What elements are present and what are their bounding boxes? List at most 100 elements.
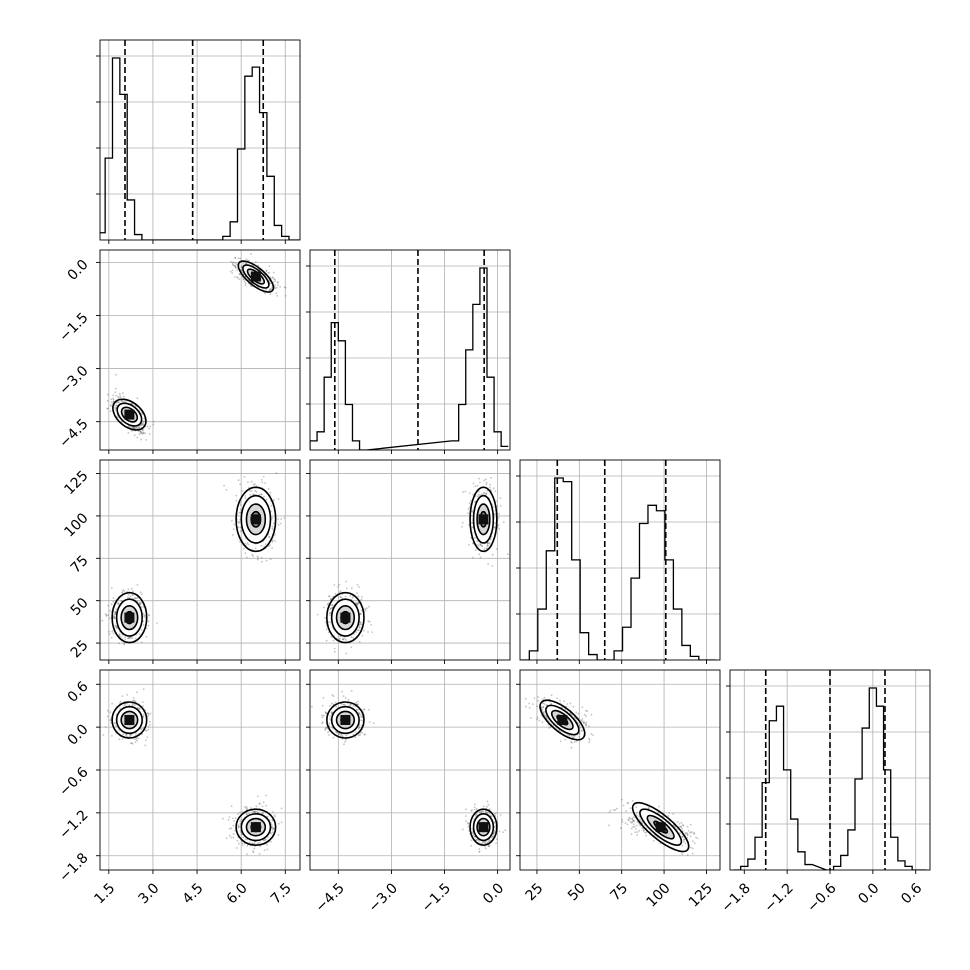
sample-point xyxy=(140,432,142,435)
sample-point xyxy=(559,740,562,743)
sample-point xyxy=(136,436,139,439)
sample-point xyxy=(237,277,239,279)
sample-point xyxy=(237,824,240,827)
sample-point xyxy=(339,590,342,592)
sample-point xyxy=(143,420,146,422)
sample-point xyxy=(227,818,230,821)
sample-point xyxy=(583,713,586,716)
sample-point xyxy=(321,722,323,725)
sample-point xyxy=(365,609,367,611)
sample-point xyxy=(575,740,578,743)
sample-point xyxy=(358,712,361,715)
sample-point xyxy=(236,520,239,523)
sample-point xyxy=(149,723,152,726)
sample-point xyxy=(266,815,268,818)
sample-point xyxy=(112,616,115,619)
sample-point xyxy=(332,736,335,739)
sample-point xyxy=(487,811,489,813)
sample-point xyxy=(121,738,124,740)
sample-point xyxy=(345,639,347,641)
sample-point xyxy=(342,695,345,697)
sample-point xyxy=(114,610,117,613)
sample-point xyxy=(127,637,129,640)
sample-point xyxy=(144,744,147,747)
sample-point xyxy=(116,404,118,407)
sample-point xyxy=(234,256,237,259)
sample-point xyxy=(338,591,341,594)
sample-point xyxy=(464,490,467,493)
sample-point xyxy=(258,802,261,805)
sample-point xyxy=(260,493,263,496)
density-peak-bin xyxy=(478,822,489,833)
sample-point xyxy=(272,811,274,813)
density-contour xyxy=(469,486,498,553)
sample-point xyxy=(572,736,574,739)
sample-point xyxy=(545,716,547,718)
sample-point xyxy=(124,636,126,639)
sample-point xyxy=(140,424,143,427)
sample-point xyxy=(261,805,264,808)
sample-point xyxy=(142,423,145,426)
sample-point xyxy=(493,821,496,824)
sample-point xyxy=(540,705,543,708)
sample-point xyxy=(333,584,336,586)
sample-point xyxy=(231,269,234,272)
sample-point xyxy=(471,827,474,830)
sample-point xyxy=(344,595,347,598)
sample-point xyxy=(479,481,481,484)
sample-point xyxy=(239,830,242,832)
sample-point xyxy=(133,697,135,699)
sample-point xyxy=(627,818,630,821)
sample-point xyxy=(260,544,263,547)
sample-point xyxy=(244,262,247,265)
sample-point xyxy=(231,272,234,274)
sample-point xyxy=(577,712,580,715)
sample-point xyxy=(229,270,232,273)
sample-point xyxy=(138,708,141,711)
sample-point xyxy=(468,543,470,546)
sample-point xyxy=(269,293,272,295)
sample-point xyxy=(258,802,261,805)
sample-point xyxy=(126,693,129,696)
sample-point xyxy=(492,833,495,836)
sample-point xyxy=(112,394,115,397)
sample-point xyxy=(473,806,476,808)
sample-point xyxy=(118,729,120,732)
sample-point xyxy=(124,703,126,706)
sample-point xyxy=(236,269,239,271)
sample-point xyxy=(329,717,331,720)
sample-point xyxy=(339,595,342,598)
sample-point xyxy=(249,284,252,287)
sample-point xyxy=(540,707,543,709)
sample-point xyxy=(487,563,489,565)
sample-point xyxy=(561,706,564,709)
density-peak-bin xyxy=(250,514,261,525)
sample-point xyxy=(249,493,252,496)
sample-point xyxy=(232,264,235,267)
sample-point xyxy=(114,624,117,627)
sample-point xyxy=(138,430,141,433)
sample-point xyxy=(259,845,262,848)
sample-point xyxy=(345,587,348,590)
sample-point xyxy=(476,540,479,543)
sample-point xyxy=(536,718,538,721)
sample-point xyxy=(136,739,138,742)
sample-point xyxy=(272,277,274,279)
sample-point xyxy=(271,831,274,834)
sample-point xyxy=(474,814,477,816)
sample-point xyxy=(470,844,473,847)
sample-point xyxy=(135,737,138,740)
sample-point xyxy=(506,553,509,556)
sample-point xyxy=(358,586,360,588)
sample-point xyxy=(146,425,149,428)
sample-point xyxy=(334,701,337,704)
sample-point xyxy=(126,703,128,705)
sample-point xyxy=(361,731,364,734)
sample-point xyxy=(233,820,235,822)
sample-point xyxy=(364,608,367,610)
sample-point xyxy=(559,699,561,702)
sample-point xyxy=(358,726,361,728)
sample-point xyxy=(338,733,341,736)
sample-point xyxy=(627,802,629,804)
sample-point xyxy=(109,410,112,413)
